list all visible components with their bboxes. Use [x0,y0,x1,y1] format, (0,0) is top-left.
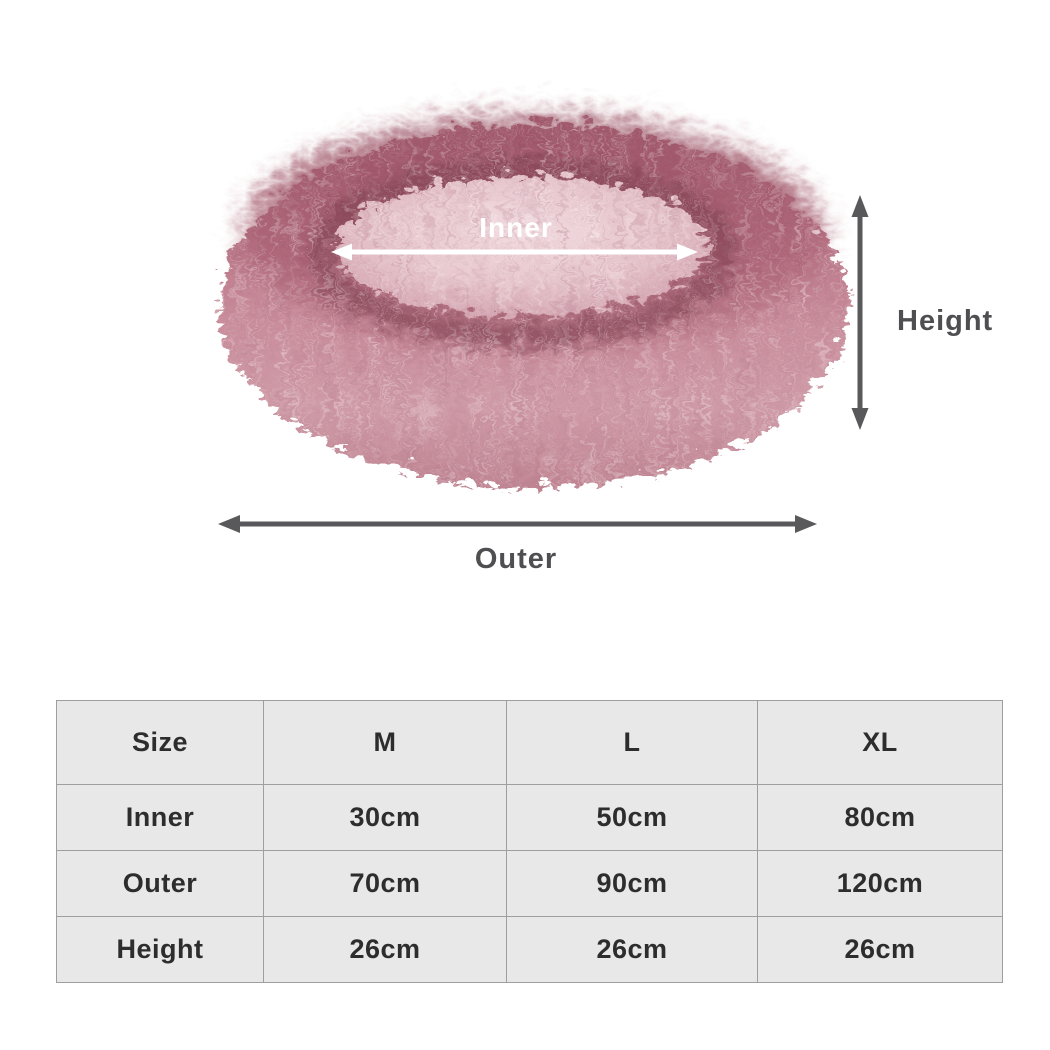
pet-bed-photo [213,110,843,482]
outer-m-value: 70cm [263,850,507,917]
size-table: Size M L XL Inner 30cm 50cm 80cm Outer 7… [56,700,1003,983]
row-label-outer: Outer [56,850,264,917]
height-xl-value: 26cm [757,916,1003,983]
outer-xl-value: 120cm [757,850,1003,917]
arrow-up-head-icon [851,195,869,217]
inner-m-value: 30cm [263,784,507,851]
arrow-right-head-icon [677,243,698,261]
outer-dimension-label: Outer [475,543,557,575]
height-m-value: 26cm [263,916,507,983]
size-xl-header: XL [757,700,1003,785]
size-l-header: L [506,700,758,785]
table-row-inner: Inner 30cm 50cm 80cm [56,784,1003,851]
height-dimension-label: Height [897,305,993,337]
bed-dimension-diagram: Inner Height Outer [213,110,993,575]
outer-dimension-arrow: Outer [218,515,817,575]
table-row-outer: Outer 70cm 90cm 120cm [56,850,1003,917]
size-column-header: Size [56,700,264,785]
arrow-down-head-icon [851,408,869,430]
height-dimension-arrow: Height [851,195,993,430]
fur-texture-light [213,118,843,482]
row-label-height: Height [56,916,264,983]
height-l-value: 26cm [506,916,758,983]
size-table-header-row: Size M L XL [56,700,1003,785]
table-row-height: Height 26cm 26cm 26cm [56,916,1003,983]
inner-xl-value: 80cm [757,784,1003,851]
arrow-right-head-icon [795,515,817,533]
inner-dimension-label: Inner [479,212,552,243]
arrow-left-head-icon [331,243,352,261]
row-label-inner: Inner [56,784,264,851]
size-m-header: M [263,700,507,785]
arrow-left-head-icon [218,515,240,533]
inner-l-value: 50cm [506,784,758,851]
inner-dimension-arrow: Inner [331,212,698,261]
outer-l-value: 90cm [506,850,758,917]
